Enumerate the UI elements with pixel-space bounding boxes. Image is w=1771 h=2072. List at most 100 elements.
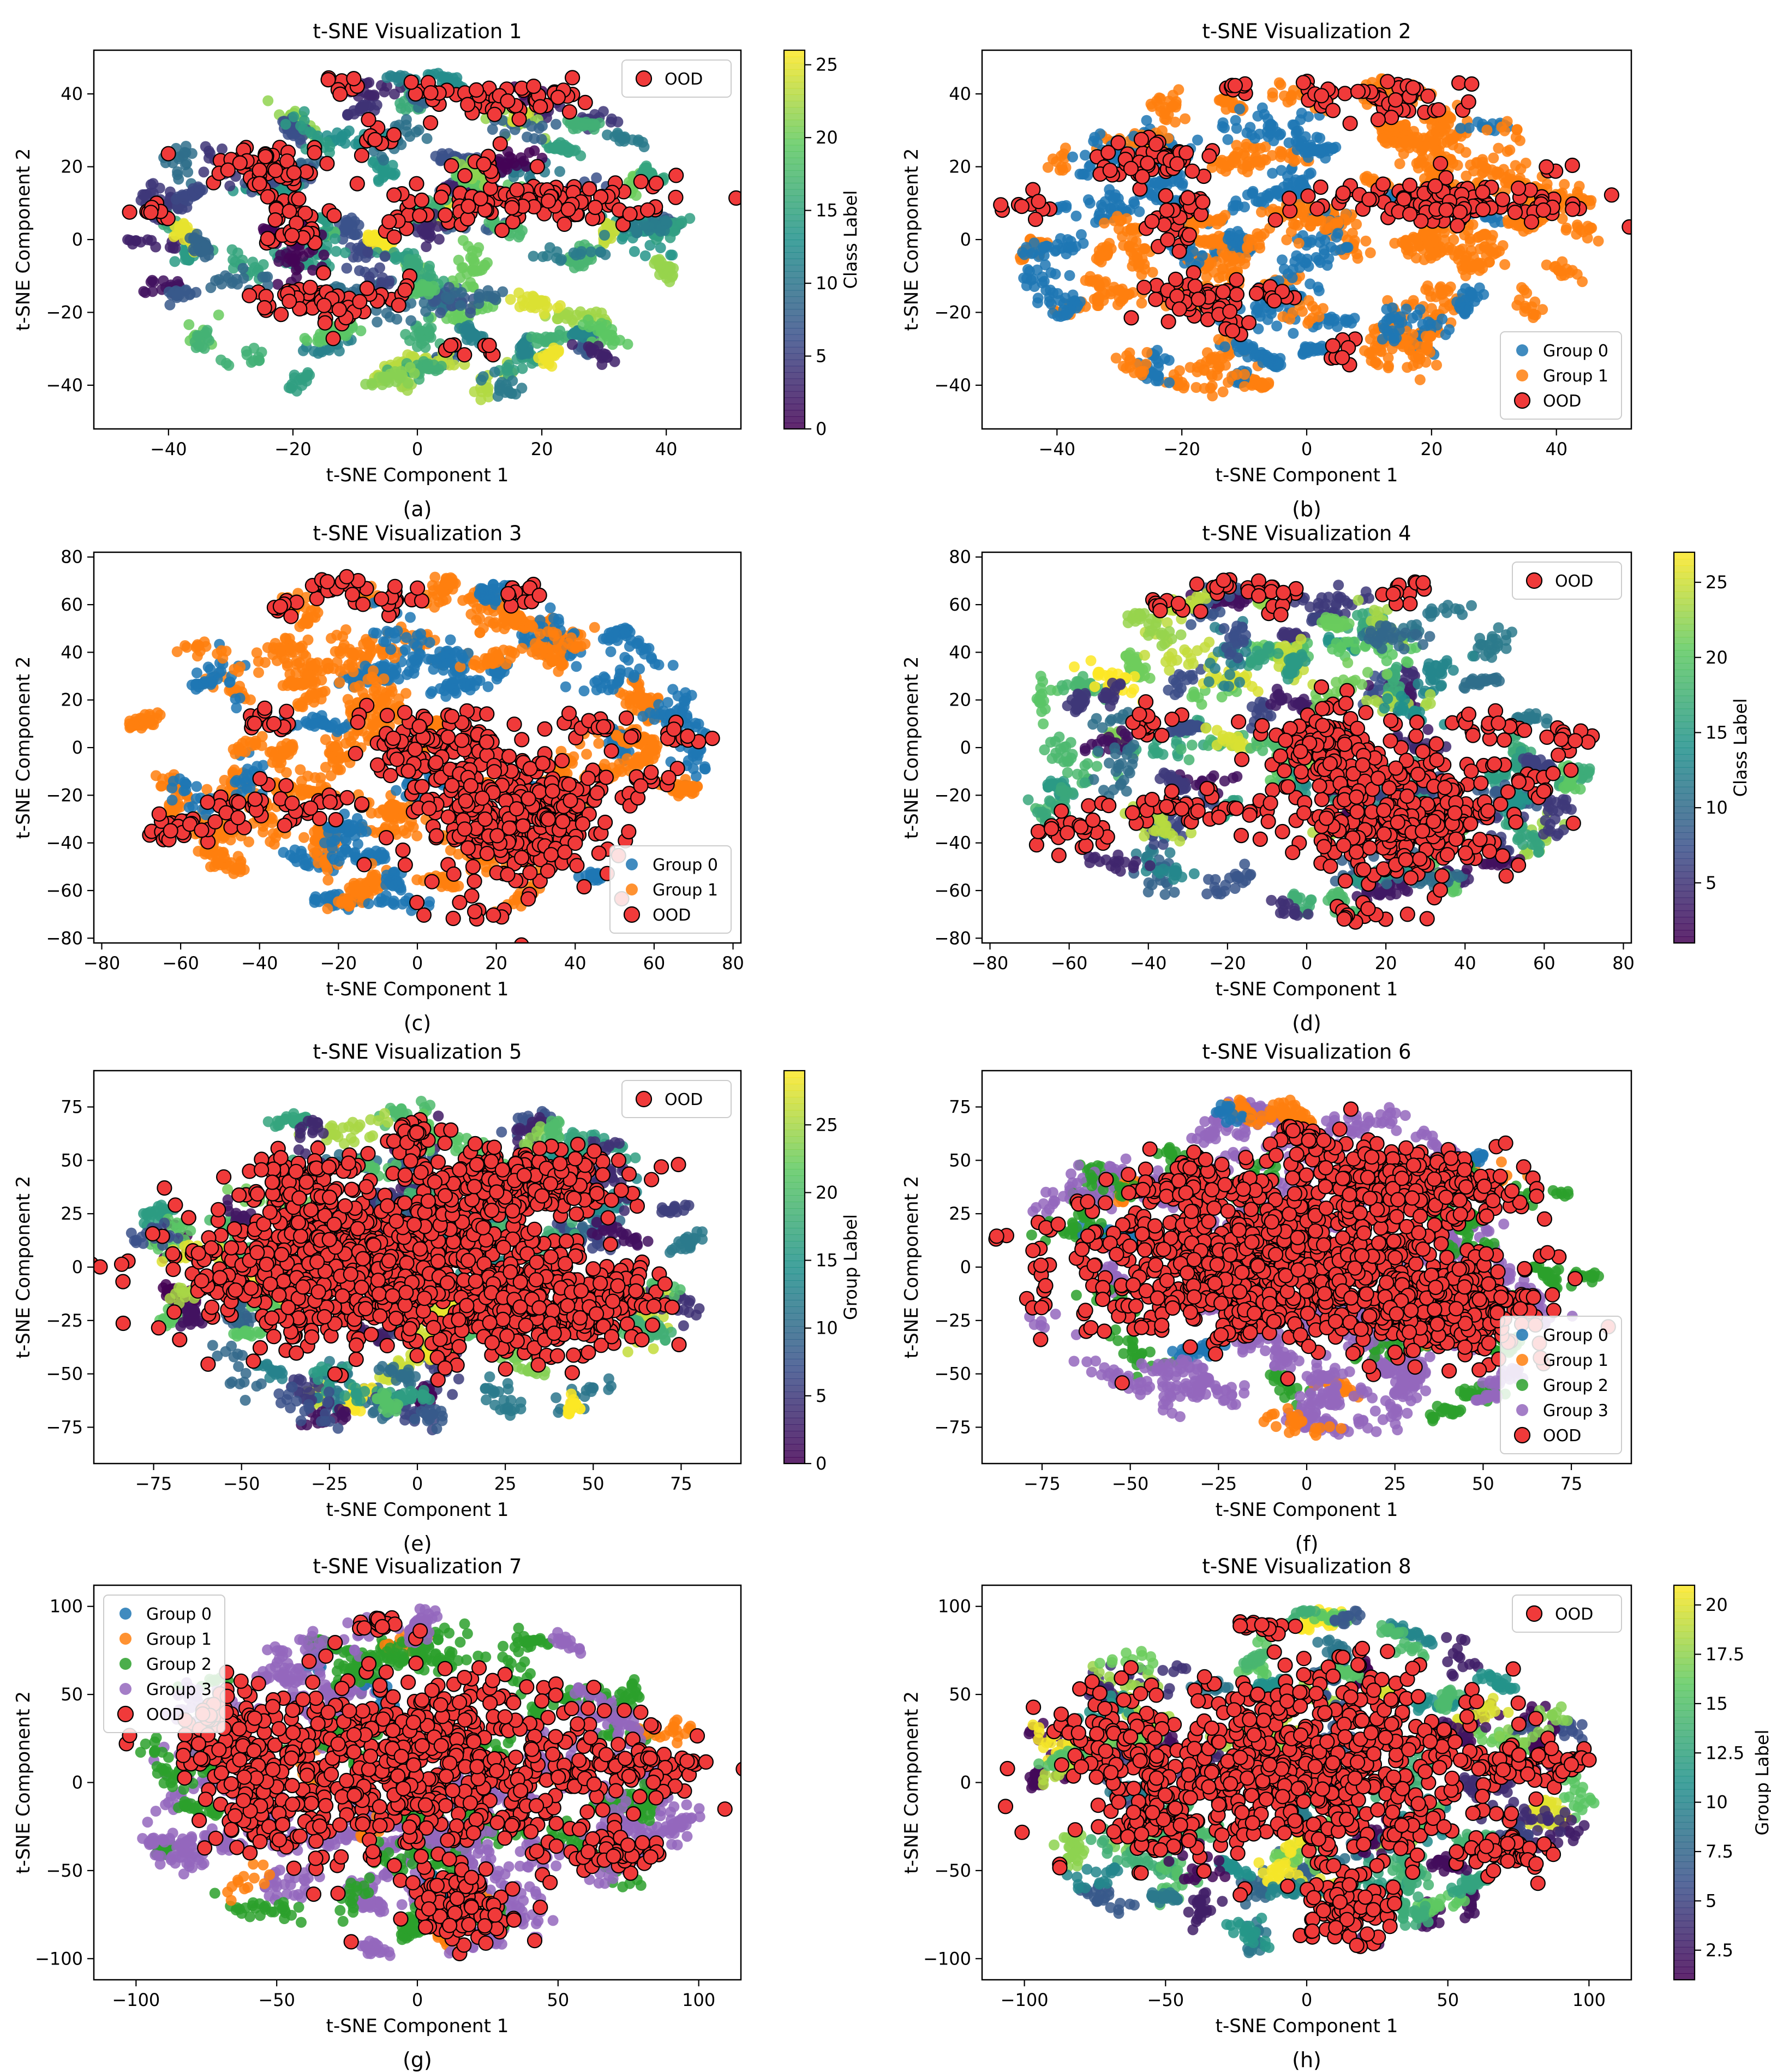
colorbar-segment (784, 410, 805, 417)
background-point (285, 383, 297, 394)
background-point (1278, 90, 1290, 101)
background-point (1250, 301, 1261, 312)
background-point (389, 88, 400, 100)
background-point (421, 133, 433, 144)
background-point (190, 342, 202, 353)
background-point (228, 262, 239, 274)
colorbar-segment (784, 145, 805, 152)
ood-point (648, 175, 665, 191)
colorbar-segment (784, 138, 805, 146)
ood-point (509, 182, 525, 198)
ood-point (564, 70, 581, 86)
ood-point (386, 127, 402, 142)
background-point (1231, 123, 1242, 134)
ood-point (504, 200, 520, 216)
background-point (552, 302, 564, 314)
background-point (418, 297, 430, 308)
background-point (1154, 178, 1166, 189)
background-point (350, 139, 361, 150)
colorbar-segment (784, 56, 805, 64)
background-point (528, 250, 539, 262)
background-point (247, 256, 259, 268)
background-point (1263, 121, 1274, 132)
background-point (405, 315, 417, 326)
background-point (1448, 133, 1459, 145)
background-point (540, 331, 552, 343)
background-point (1246, 157, 1258, 169)
background-point (476, 374, 487, 386)
background-point (1480, 162, 1491, 174)
background-point (1430, 135, 1441, 146)
background-point (1438, 303, 1450, 314)
background-point (1318, 244, 1330, 255)
background-point (455, 300, 466, 311)
background-point (1271, 320, 1283, 332)
background-point (1429, 247, 1441, 259)
background-point (599, 230, 610, 241)
background-point (493, 153, 505, 165)
background-point (1461, 260, 1473, 272)
background-point (1239, 369, 1251, 380)
ood-point (232, 155, 248, 171)
background-point (424, 222, 435, 233)
ood-point (320, 72, 336, 88)
background-point (1234, 103, 1245, 115)
background-point (363, 89, 375, 100)
background-point (1114, 199, 1125, 211)
background-point (522, 132, 533, 142)
background-point (517, 339, 528, 350)
background-point (1187, 246, 1199, 257)
background-point (1064, 270, 1075, 281)
ood-point (561, 104, 578, 120)
ood-point (494, 223, 510, 238)
background-point (1227, 157, 1238, 168)
background-point (473, 242, 484, 253)
colorbar-segment (784, 277, 805, 284)
background-point (203, 249, 214, 261)
background-point (581, 116, 592, 128)
background-point (487, 124, 498, 135)
background-point (654, 269, 665, 280)
background-point (1079, 150, 1091, 161)
background-point (381, 80, 393, 92)
ood-point (397, 282, 413, 298)
background-point (1407, 312, 1418, 324)
colorbar-segment (784, 366, 805, 373)
background-point (1136, 297, 1147, 309)
background-point (513, 231, 524, 243)
background-point (1408, 295, 1419, 306)
background-point (549, 332, 560, 343)
background-point (1089, 132, 1100, 143)
colorbar-segment (784, 258, 805, 266)
colorbar-segment (784, 170, 805, 177)
ood-point (409, 176, 424, 192)
background-point (539, 308, 550, 319)
ood-point (460, 97, 476, 112)
background-point (456, 286, 467, 298)
background-point (676, 217, 687, 229)
background-point (213, 309, 224, 321)
background-point (194, 186, 205, 197)
colorbar-segment (784, 290, 805, 297)
background-point (602, 129, 613, 141)
colorbar-segment (784, 233, 805, 240)
background-point (1045, 267, 1057, 278)
background-point (654, 261, 666, 272)
background-point (1303, 111, 1314, 122)
background-point (629, 246, 640, 257)
colorbar-segment (784, 63, 805, 70)
background-point (1593, 235, 1604, 247)
background-point (591, 172, 602, 183)
background-point (241, 349, 253, 361)
ood-point (284, 228, 300, 243)
ood-point (317, 315, 333, 331)
background-point (426, 323, 437, 334)
background-point (1184, 362, 1196, 373)
background-point (631, 225, 642, 236)
legend-marker (635, 70, 653, 87)
background-point (1351, 219, 1362, 230)
background-point (1407, 329, 1419, 341)
x-tick-label: 0 (412, 439, 423, 459)
ood-point (633, 174, 649, 189)
background-point (1281, 234, 1293, 246)
